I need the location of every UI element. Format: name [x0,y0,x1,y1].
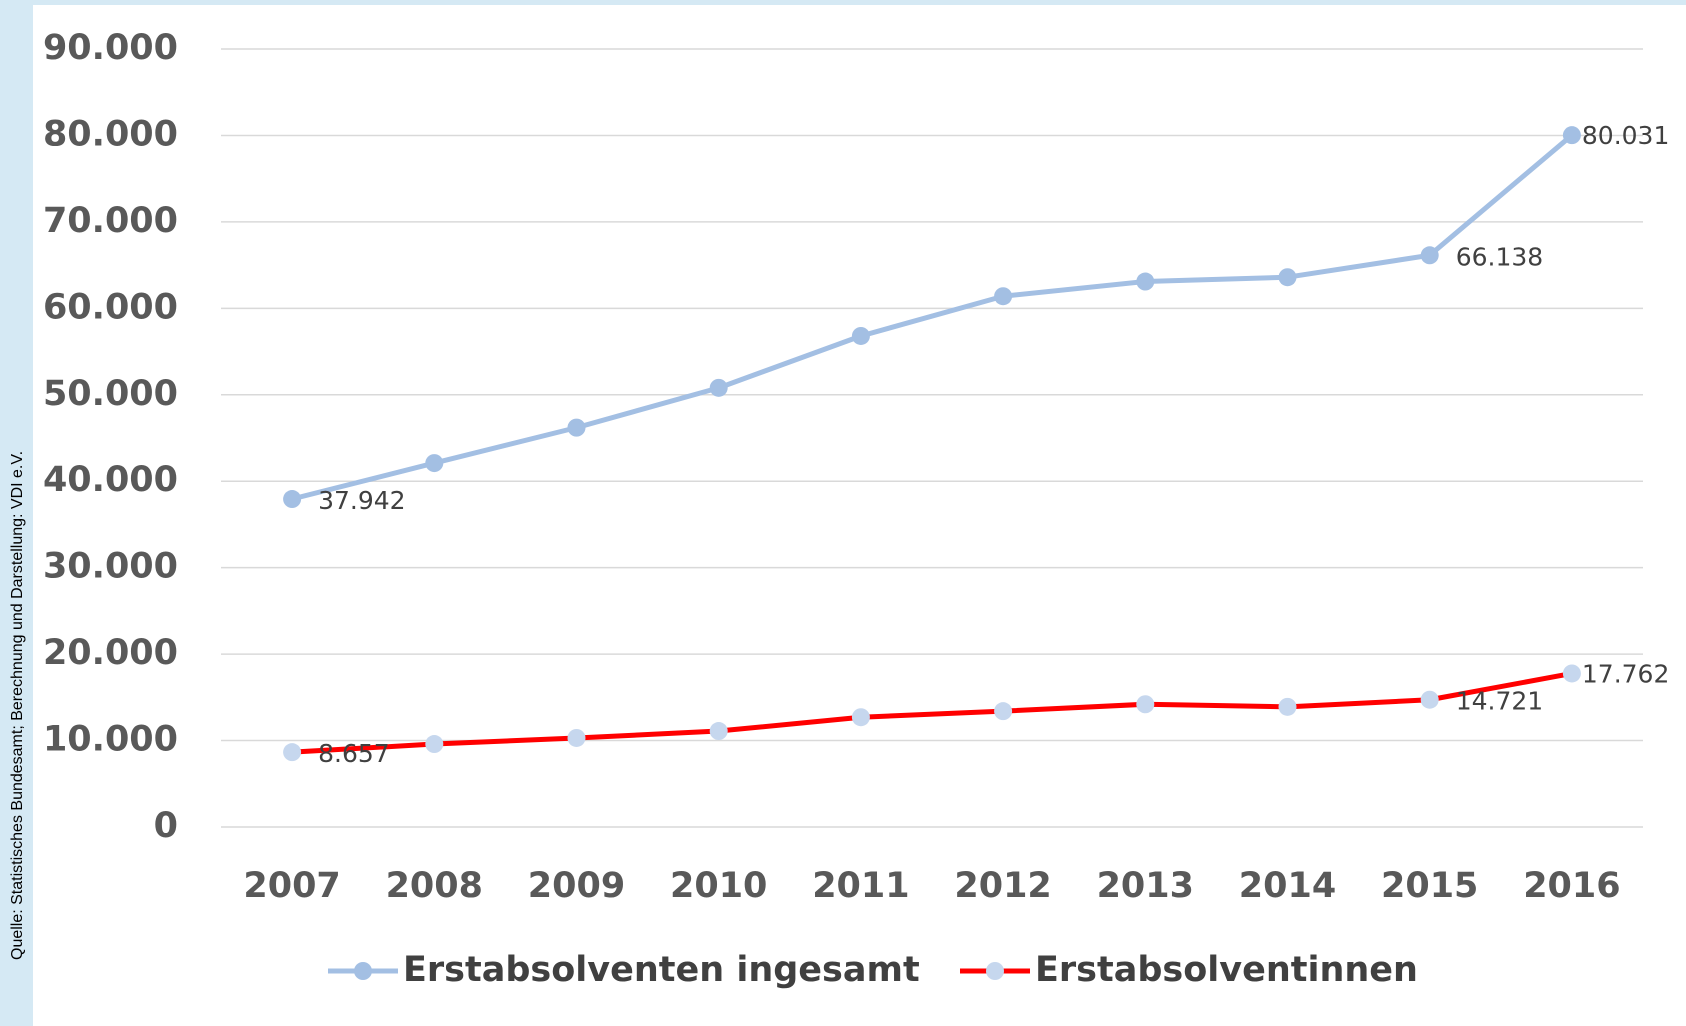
y-tick-label: 30.000 [43,547,178,587]
data-point [994,702,1013,721]
data-point [994,287,1013,306]
series-line [291,133,1574,502]
data-point [1562,664,1581,683]
chart-panel [33,5,1686,1026]
y-tick-label: 70.000 [43,201,178,241]
data-label: 66.138 [1456,242,1543,271]
y-tick-label: 50.000 [43,374,178,414]
data-point [851,708,870,727]
x-tick-label: 2015 [1381,866,1478,906]
legend-marker [986,962,1004,980]
y-tick-label: 90.000 [43,28,178,68]
x-tick-label: 2016 [1523,866,1620,906]
y-tick-label: 10.000 [43,720,178,760]
data-point [1420,690,1439,709]
data-point [567,728,586,747]
data-point [1136,272,1155,291]
x-tick-label: 2014 [1239,866,1336,906]
y-tick-label: 60.000 [43,287,178,327]
x-tick-label: 2011 [812,866,909,906]
data-point [425,454,444,473]
data-label: 37.942 [318,486,405,515]
data-label: 8.657 [318,739,390,768]
data-point [1420,246,1439,265]
series-line [291,670,1573,755]
y-tick-label: 40.000 [43,460,178,500]
data-point [851,326,870,345]
x-tick-label: 2008 [386,866,483,906]
data-label: 80.031 [1582,121,1669,150]
x-tick-label: 2010 [670,866,767,906]
data-point [283,743,302,762]
y-tick-label: 20.000 [43,633,178,673]
data-label: 17.762 [1582,659,1669,688]
data-point [567,418,586,437]
data-point [1278,697,1297,716]
data-point [1278,268,1297,287]
data-point [709,722,728,741]
data-point [425,735,444,754]
legend-label: Erstabsolventinnen [1035,950,1418,990]
legend-label: Erstabsolventen ingesamt [403,950,920,990]
data-point [1562,126,1581,145]
x-tick-label: 2013 [1097,866,1194,906]
data-point [709,378,728,397]
data-point [283,490,302,509]
x-tick-label: 2012 [954,866,1051,906]
y-tick-label: 0 [154,806,178,846]
source-note: Quelle: Statistisches Bundesamt; Berechn… [9,451,26,960]
data-label: 14.721 [1456,687,1543,716]
legend-marker [354,962,372,980]
x-tick-label: 2007 [243,866,340,906]
y-tick-label: 80.000 [43,114,178,154]
data-point [1136,695,1155,714]
x-tick-label: 2009 [528,866,625,906]
